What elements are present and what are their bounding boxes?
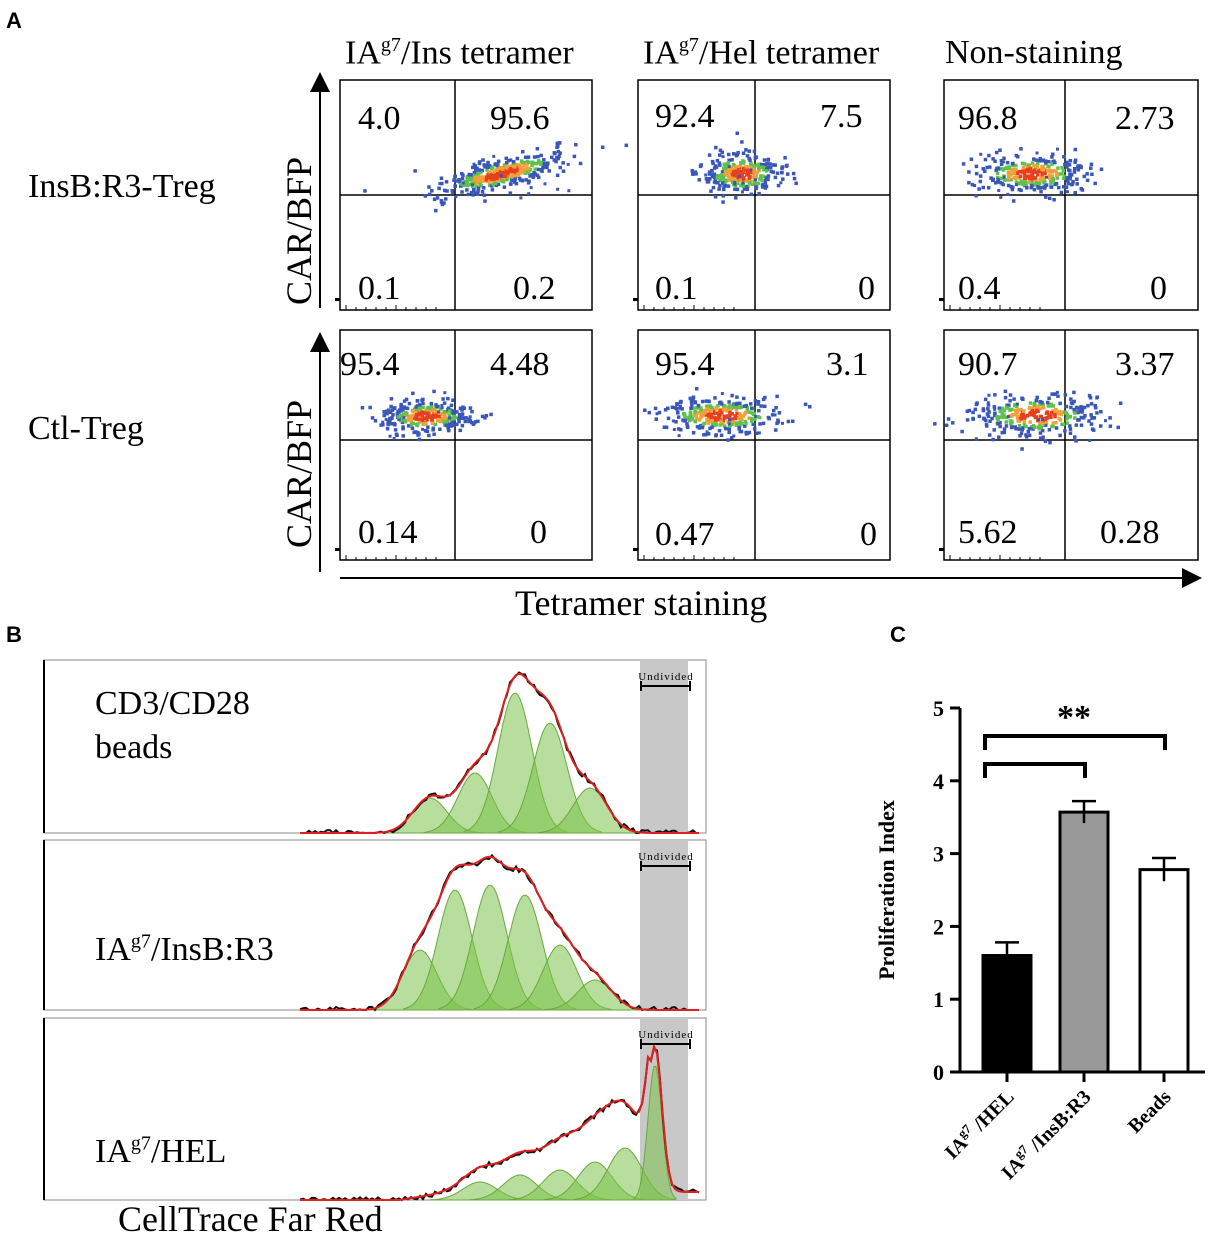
cell-population bbox=[360, 389, 493, 442]
column-title-non-staining: Non-staining bbox=[945, 34, 1123, 71]
histogram-label-insb: IAg7/InsB:R3 bbox=[95, 930, 274, 968]
panel-b-letter: B bbox=[6, 622, 22, 647]
quadrant-value-ur: 4.48 bbox=[490, 346, 550, 383]
bracket-hel-insb bbox=[983, 762, 1087, 778]
fitted-curve bbox=[300, 672, 699, 834]
x-category-label: Beads bbox=[1124, 1086, 1176, 1138]
axis-ticks bbox=[633, 548, 735, 560]
undivided-region bbox=[640, 660, 688, 833]
undivided-gate-label: Undivided bbox=[638, 851, 693, 863]
quadrant-value-ur: 3.37 bbox=[1115, 346, 1175, 383]
significance-label: ** bbox=[1057, 699, 1091, 736]
undivided-region bbox=[640, 840, 688, 1010]
quadrant-value-lr: 0 bbox=[1150, 270, 1167, 307]
x-category-label: IAg7 /HEL bbox=[939, 1084, 1019, 1164]
cell-population bbox=[363, 141, 629, 213]
generation-peak bbox=[633, 1065, 677, 1201]
bracket-hel-beads bbox=[983, 734, 1167, 750]
y-tick-label: 2 bbox=[933, 914, 944, 939]
quadrant-value-ul: 95.4 bbox=[655, 346, 715, 383]
axis-ticks bbox=[335, 298, 437, 310]
quadrant-value-lr: 0 bbox=[858, 270, 875, 307]
significance-brackets: ** bbox=[983, 699, 1167, 778]
dot-plot-r1-c3 bbox=[939, 79, 1199, 311]
quadrant-value-ul: 95.4 bbox=[340, 346, 400, 383]
quadrant-value-ur: 2.73 bbox=[1115, 100, 1175, 137]
quadrant-value-ul: 92.4 bbox=[655, 98, 715, 135]
quadrant-value-lr: 0.2 bbox=[513, 270, 556, 307]
quadrant-value-ll: 0.1 bbox=[358, 270, 401, 307]
dot-plot-frame bbox=[637, 329, 891, 561]
histogram-row-2: Undivided bbox=[43, 839, 707, 1012]
y-tick-label: 4 bbox=[933, 769, 944, 794]
y-axis-title: Proliferation Index bbox=[874, 800, 899, 980]
dot-plot-frame bbox=[339, 329, 593, 561]
bar-2 bbox=[1058, 810, 1110, 1074]
undivided-gate-label: Undivided bbox=[638, 1029, 693, 1041]
undivided-gate-label: Undivided bbox=[638, 671, 693, 683]
x-axis-label-tetramer: Tetramer staining bbox=[515, 583, 768, 623]
y-tick-label: 0 bbox=[933, 1060, 944, 1085]
x-axis-label-celltrace: CellTrace Far Red bbox=[118, 1199, 383, 1239]
quadrant-value-ur: 95.6 bbox=[490, 100, 550, 137]
fitted-curve bbox=[300, 1042, 700, 1201]
quadrant-value-ll: 5.62 bbox=[958, 514, 1018, 551]
dot-plot-r2-c3 bbox=[933, 329, 1199, 561]
dot-plot-r1-c1 bbox=[335, 79, 629, 311]
row-label-insb-treg: InsB:R3-Treg bbox=[28, 168, 216, 205]
panel-a-letter: A bbox=[6, 8, 22, 33]
quadrant-value-lr: 0 bbox=[530, 514, 547, 551]
quadrant-value-ul: 90.7 bbox=[958, 346, 1018, 383]
bar-1 bbox=[981, 954, 1033, 1074]
panel-a-scatter-plots bbox=[310, 72, 1202, 588]
quadrant-value-ul: 96.8 bbox=[958, 100, 1018, 137]
quadrant-value-ll: 0.4 bbox=[958, 270, 1001, 307]
bar-3 bbox=[1138, 868, 1190, 1074]
row-label-ctl-treg: Ctl-Treg bbox=[28, 410, 144, 447]
y-tick-label: 5 bbox=[933, 696, 944, 721]
quadrant-value-ll: 0.14 bbox=[358, 514, 418, 551]
panel-b-histograms: Undivided Undivided Undivided bbox=[43, 659, 707, 1202]
histogram-row-3: Undivided bbox=[43, 1017, 707, 1202]
column-title-hel-tetramer: IAg7/Hel tetramer bbox=[643, 34, 880, 72]
quadrant-value-lr: 0.28 bbox=[1100, 514, 1160, 551]
axis-ticks bbox=[335, 548, 437, 560]
y-tick-label: 1 bbox=[933, 987, 944, 1012]
dot-plot-r2-c2 bbox=[633, 329, 891, 561]
axis-ticks bbox=[939, 298, 1041, 310]
histogram-row-1: Undivided bbox=[43, 659, 707, 835]
quadrant-value-ul: 4.0 bbox=[358, 100, 401, 137]
axis-ticks bbox=[633, 298, 735, 310]
y-tick-label: 3 bbox=[933, 842, 944, 867]
quadrant-value-ll: 0.47 bbox=[655, 516, 715, 553]
quadrant-value-ur: 3.1 bbox=[826, 346, 869, 383]
histogram-label-hel: IAg7/HEL bbox=[95, 1132, 227, 1170]
dot-plot-r1-c2 bbox=[633, 79, 891, 311]
fitted-curve bbox=[300, 855, 699, 1011]
histogram-label-beads: CD3/CD28 beads bbox=[95, 685, 250, 767]
column-title-ins-tetramer: IAg7/Ins tetramer bbox=[345, 34, 574, 72]
axis-ticks bbox=[939, 548, 1041, 560]
raw-data-curve bbox=[299, 1046, 700, 1202]
quadrant-value-ll: 0.1 bbox=[655, 270, 698, 307]
quadrant-value-ur: 7.5 bbox=[820, 98, 863, 135]
cell-population bbox=[643, 386, 812, 442]
quadrant-value-lr: 0 bbox=[860, 516, 877, 553]
cell-population bbox=[690, 131, 798, 204]
dot-plot-r2-c1 bbox=[335, 329, 593, 561]
dot-plot-frame bbox=[943, 329, 1199, 561]
panel-c-letter: C bbox=[890, 622, 906, 647]
cell-population bbox=[961, 147, 1104, 203]
cell-population bbox=[933, 389, 1123, 451]
